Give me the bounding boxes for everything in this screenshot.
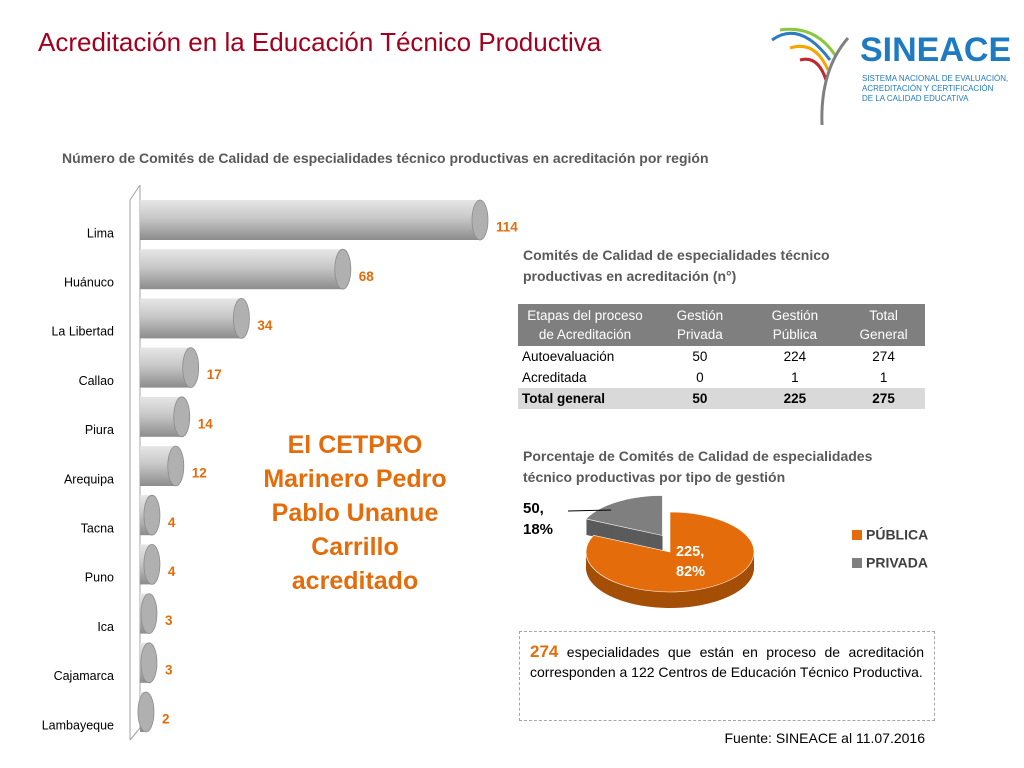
value-label: 2	[162, 712, 170, 727]
bar-cap	[140, 642, 158, 684]
callout-highlight: 274	[530, 642, 559, 661]
axis-line	[129, 727, 141, 741]
logo-swoosh	[820, 37, 850, 126]
table-row: Autoevaluación 50 224 274	[518, 346, 925, 367]
axis-line	[129, 184, 141, 201]
header-cell: Gestión Pública	[747, 304, 843, 346]
cell: Total general	[518, 388, 652, 409]
bar-cap	[173, 396, 191, 438]
category-label: Ica	[97, 620, 114, 634]
category-label: Lambayeque	[42, 718, 114, 732]
value-label: 3	[165, 662, 173, 677]
bar-cap	[140, 593, 158, 634]
value-label: 50, 18%	[523, 500, 554, 538]
category-label: Lima	[87, 226, 114, 240]
logo-name: SINEACE	[860, 31, 1011, 69]
header-cell: Gestión Privada	[652, 304, 748, 346]
value-label: 225, 82%	[676, 544, 706, 580]
leader-line	[567, 509, 612, 512]
category-label: Tacna	[81, 521, 114, 535]
category-label: Huánuco	[64, 275, 114, 289]
value-label: 12	[192, 466, 207, 481]
bar	[140, 347, 191, 388]
slide-title: Acreditación en la Educación Técnico Pro…	[38, 27, 602, 57]
cell: 0	[696, 370, 704, 385]
logo-mark	[771, 27, 850, 126]
legend-label: PÚBLICA	[866, 526, 928, 543]
cell: 1	[879, 370, 888, 385]
logo-swoosh	[779, 27, 837, 56]
header-cell: Etapas del proceso de Acreditación	[518, 304, 652, 346]
bar-cap	[143, 544, 161, 585]
cell: 224	[783, 349, 807, 364]
table-header: Etapas del proceso de Acreditación Gesti…	[518, 304, 925, 346]
header-cell: Total General	[842, 304, 925, 346]
bar-cap	[471, 199, 489, 241]
category-label: Puno	[85, 571, 114, 585]
category-label: Piura	[85, 423, 114, 437]
bar-cap	[167, 445, 185, 487]
bar	[140, 249, 343, 290]
value-label: 114	[496, 220, 518, 235]
table-row: Acreditada 0 1 1	[518, 367, 925, 388]
cell: 1	[791, 370, 799, 385]
cell: 50	[692, 349, 708, 364]
pie-slice	[585, 511, 755, 593]
legend-swatch	[852, 530, 862, 540]
logo-swoosh	[771, 31, 832, 61]
category-label: Cajamarca	[54, 669, 114, 683]
cell: 274	[872, 349, 895, 364]
cell: Autoevaluación	[522, 349, 615, 364]
legend-swatch	[852, 558, 862, 568]
table: Etapas del proceso de Acreditación Gesti…	[518, 304, 925, 409]
value-label: 34	[257, 318, 273, 333]
bar	[140, 200, 480, 240]
logo-line: SISTEMA NACIONAL DE EVALUACIÓN,	[862, 74, 1008, 83]
bar-cap	[334, 248, 352, 290]
bar-cap	[182, 347, 200, 389]
logo-line: DE LA CALIDAD EDUCATIVA	[862, 94, 969, 103]
table-row: Total general 50 225 275	[518, 388, 925, 409]
legend-label: PRIVADA	[866, 555, 928, 571]
cell: 50	[652, 388, 748, 409]
bar-chart-title: Número de Comités de Calidad de especial…	[62, 150, 709, 166]
value-label: 14	[198, 416, 214, 431]
callout-text: especialidades que están en proceso de a…	[530, 644, 924, 680]
logo-swoosh	[799, 57, 828, 81]
bar-cap	[143, 494, 161, 536]
value-label: 4	[168, 515, 176, 530]
pie-chart-title: Porcentaje de Comités de Calidad de espe…	[523, 448, 873, 485]
value-label: 68	[359, 269, 375, 284]
logo-swoosh	[789, 44, 830, 71]
source: Fuente: SINEACE al 11.07.2016	[724, 730, 925, 746]
value-label: 4	[168, 564, 176, 579]
cell: 275	[842, 388, 925, 409]
bar	[140, 298, 242, 339]
bar-frame	[129, 184, 141, 741]
bar-cap	[233, 297, 250, 339]
category-label: La Libertad	[51, 325, 114, 339]
cell: 225	[747, 388, 843, 409]
table-title: Comités de Calidad de especialidades téc…	[523, 247, 830, 284]
cell: Acreditada	[522, 370, 587, 385]
bar-cap	[137, 691, 155, 733]
annotation: El CETPRO Marinero Pedro Pablo Unanue Ca…	[263, 431, 447, 595]
pie-slice	[585, 495, 663, 536]
category-label: Arequipa	[64, 472, 114, 486]
logo-line: ACREDITACIÓN Y CERTIFICACIÓN	[862, 84, 994, 93]
callout: 274 especialidades que están en proceso …	[519, 631, 935, 721]
category-label: Callao	[79, 374, 114, 388]
value-label: 3	[165, 613, 173, 628]
value-label: 17	[207, 367, 222, 382]
